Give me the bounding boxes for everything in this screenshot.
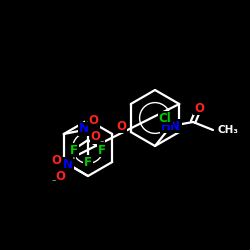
Text: +: +	[70, 154, 76, 160]
Text: O: O	[89, 114, 99, 128]
Text: F: F	[84, 156, 92, 168]
Text: O: O	[116, 120, 126, 132]
Text: Cl: Cl	[159, 112, 172, 124]
Text: N: N	[79, 122, 89, 136]
Text: ⁻: ⁻	[52, 178, 56, 186]
Text: CH₃: CH₃	[218, 125, 239, 135]
Text: O: O	[51, 154, 61, 166]
Text: O: O	[194, 102, 204, 114]
Text: +: +	[86, 119, 92, 125]
Text: ⁻: ⁻	[100, 138, 104, 147]
Text: O: O	[55, 170, 65, 182]
Text: N: N	[63, 158, 73, 170]
Text: F: F	[70, 144, 78, 156]
Text: O: O	[91, 130, 101, 143]
Text: HN: HN	[161, 120, 181, 132]
Text: F: F	[98, 144, 106, 156]
